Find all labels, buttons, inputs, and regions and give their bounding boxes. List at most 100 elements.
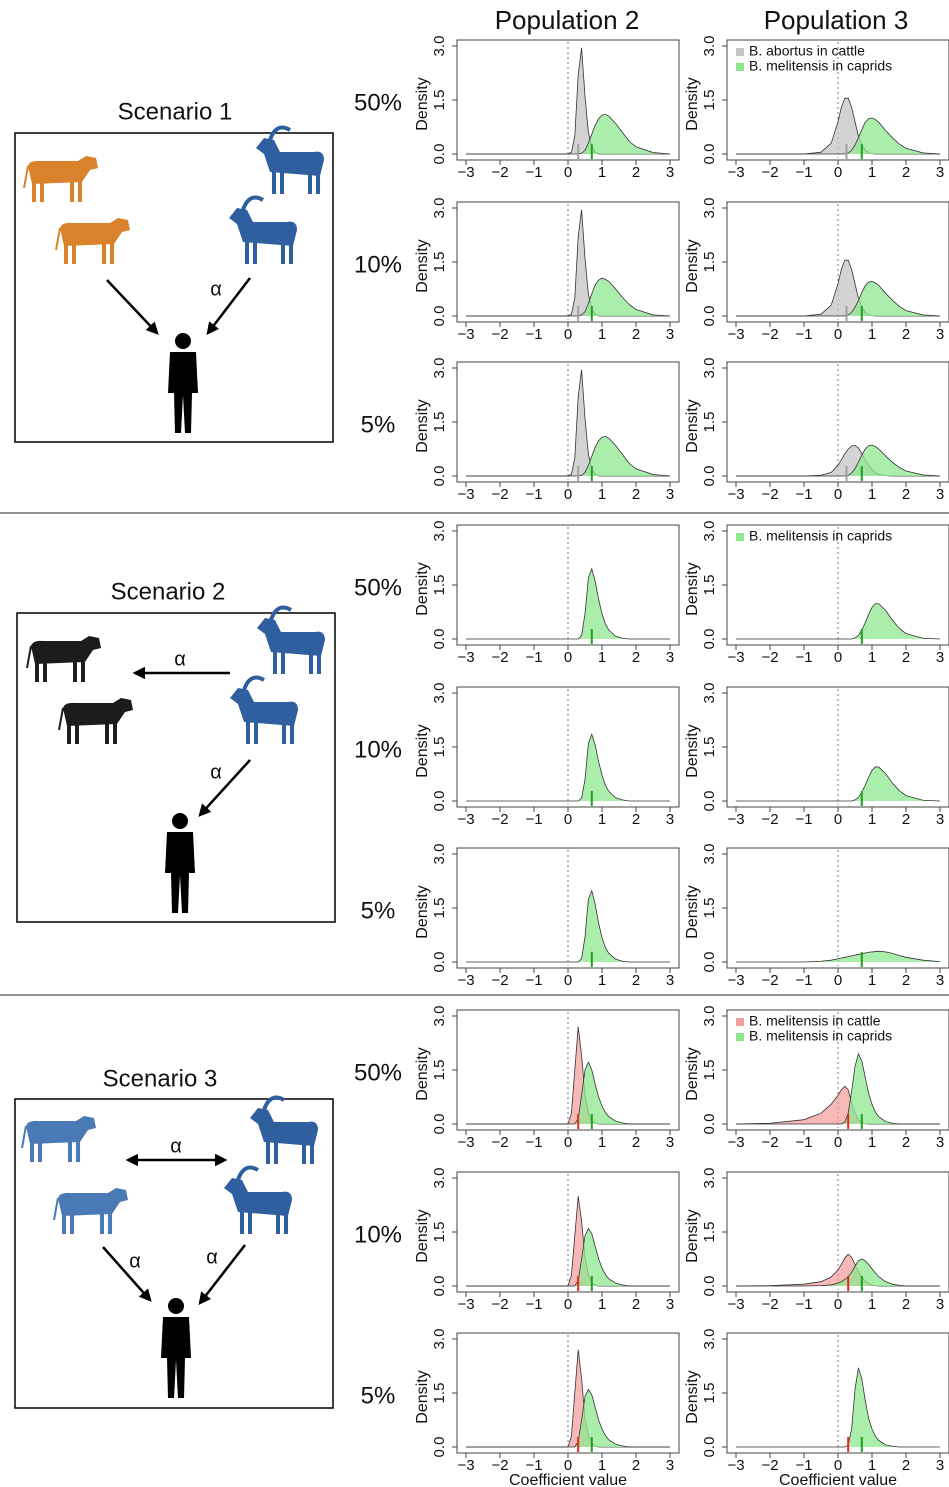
y-tick-label: 3.0 [701,844,718,865]
y-tick-label: 1.5 [701,737,718,758]
cow-body [58,1188,128,1216]
x-tick-label: 0 [564,972,572,989]
y-axis-label: Density [684,885,701,938]
x-tick-label: −1 [795,164,812,181]
row-label: 5% [361,897,396,924]
x-tick-label: −2 [761,1296,778,1313]
density-fill [466,1026,670,1124]
goat-horn [241,195,264,211]
cow-icon [26,636,101,682]
x-tick-label: −3 [457,1296,474,1313]
goat-leg [316,170,320,194]
goat-leg [280,170,284,194]
y-tick-label: 0.0 [431,466,448,487]
y-tick-label: 1.5 [701,252,718,273]
y-tick-label: 1.5 [431,898,448,919]
x-tick-label: −3 [457,1134,474,1151]
density-fill [466,114,670,154]
x-tick-label: 3 [666,811,674,828]
density-fill [466,1349,670,1447]
cow-leg [67,722,71,744]
legend-label: B. melitensis in caprids [749,58,892,74]
x-tick-label: 1 [598,486,606,503]
person-head [175,333,191,349]
x-tick-label: 1 [868,486,876,503]
cow-tail [23,165,29,189]
x-tick-label: 2 [632,486,640,503]
x-tick-label: 0 [834,164,842,181]
scenario-box [14,1098,334,1409]
x-tick-label: 2 [902,811,910,828]
density-fill [736,766,940,801]
y-axis-label: Density [684,1370,701,1423]
row-label: 10% [354,251,402,278]
x-tick-label: 1 [868,1134,876,1151]
goat-leg [310,1140,314,1164]
cow-leg [110,242,114,264]
density-curve [466,435,671,477]
x-tick-label: 0 [834,649,842,666]
x-tick-label: 2 [632,164,640,181]
arrow [106,279,159,335]
y-tick-label: 0.0 [701,466,718,487]
row-label: 50% [354,574,402,601]
cow-leg [102,242,106,264]
y-tick-label: 3.0 [701,1006,718,1027]
goat-horn [268,125,291,141]
y-tick-label: 3.0 [431,358,448,379]
x-tick-label: 2 [632,1457,640,1474]
x-tick-label: −2 [761,1457,778,1474]
x-tick-label: 3 [936,1296,944,1313]
x-tick-label: 2 [632,326,640,343]
y-tick-label: 3.0 [701,198,718,219]
x-tick-label: −3 [457,326,474,343]
arrow [198,1244,246,1305]
goat-leg [308,170,312,194]
y-tick-label: 0.0 [701,1276,718,1297]
density-curve [466,113,671,155]
y-axis-label: Density [684,562,701,615]
x-tick-label: −3 [457,972,474,989]
x-tick-label: 0 [564,164,572,181]
y-tick-label: 1.5 [701,412,718,433]
y-axis-label: Density [414,885,431,938]
goat-leg [289,240,293,264]
arrow [198,759,251,817]
y-tick-label: 3.0 [701,36,718,57]
cow-body [28,156,98,184]
goat-horn [269,605,292,621]
density-curve [466,889,670,963]
cow-tail [26,645,32,669]
x-tick-label: −3 [457,1457,474,1474]
goat-leg [274,1140,278,1164]
cow-tail [53,1197,59,1221]
y-tick-label: 3.0 [701,683,718,704]
x-tick-label: −2 [491,1134,508,1151]
legend-label: B. melitensis in caprids [749,528,892,544]
y-axis-label: Density [414,562,431,615]
y-tick-label: 1.5 [701,575,718,596]
y-axis-label: Density [414,1047,431,1100]
density-fill [466,436,670,476]
density-curve [466,1388,670,1448]
cow-leg [32,180,36,202]
goat-leg [246,720,250,744]
density-curve [466,1061,670,1125]
x-tick-label: −2 [761,486,778,503]
cow-icon [23,156,98,202]
density-curve [466,567,670,640]
x-tick-label: 1 [598,972,606,989]
row-label: 50% [354,1059,402,1086]
x-tick-label: 3 [936,326,944,343]
x-tick-label: 2 [632,972,640,989]
cow-leg [108,1212,112,1234]
cow-leg [75,722,79,744]
x-tick-label: −1 [795,326,812,343]
x-tick-label: 2 [632,811,640,828]
x-tick-label: −2 [761,811,778,828]
scenario-box [14,132,334,443]
x-tick-label: −2 [491,811,508,828]
y-tick-label: 0.0 [431,791,448,812]
